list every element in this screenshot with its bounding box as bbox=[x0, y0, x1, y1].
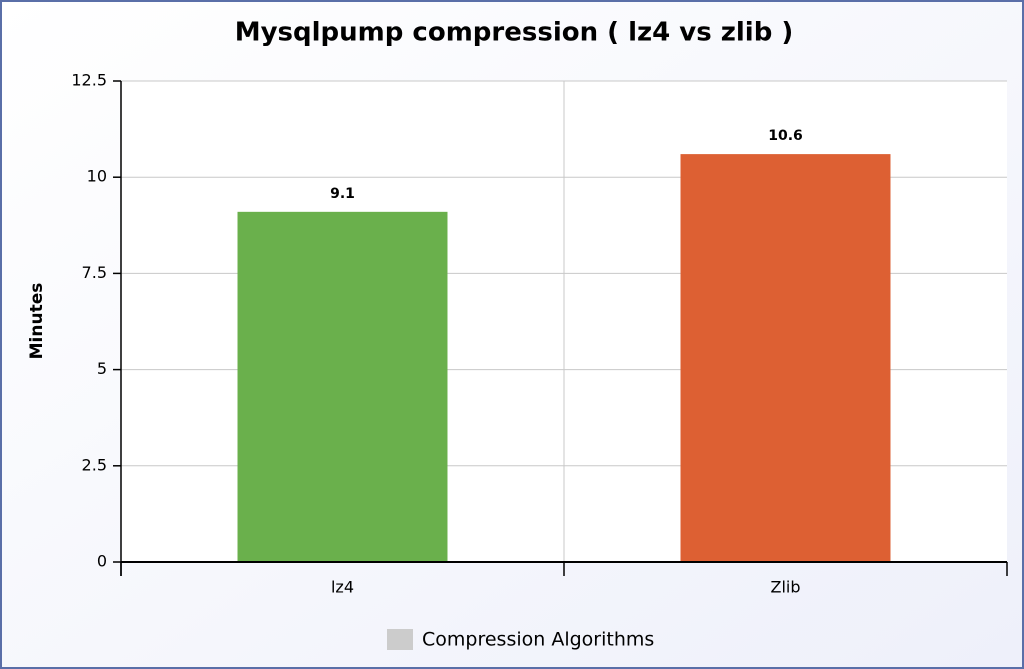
bar bbox=[680, 154, 891, 562]
bar bbox=[237, 211, 448, 562]
y-tick-label: 5 bbox=[97, 359, 107, 378]
legend-swatch bbox=[387, 629, 413, 650]
x-tick-label: Zlib bbox=[770, 578, 800, 597]
data-label: 9.1 bbox=[330, 186, 355, 202]
y-tick-label: 12.5 bbox=[71, 71, 107, 90]
y-axis-label: Minutes bbox=[27, 283, 47, 360]
y-tick-label: 2.5 bbox=[82, 455, 107, 474]
y-tick-label: 7.5 bbox=[82, 263, 107, 282]
x-tick-label: lz4 bbox=[331, 578, 354, 597]
legend-label: Compression Algorithms bbox=[422, 629, 654, 651]
data-label: 10.6 bbox=[768, 128, 803, 144]
y-tick-label: 0 bbox=[97, 552, 107, 571]
chart-title: Mysqlpump compression ( lz4 vs zlib ) bbox=[235, 18, 794, 48]
y-tick-label: 10 bbox=[87, 167, 107, 186]
